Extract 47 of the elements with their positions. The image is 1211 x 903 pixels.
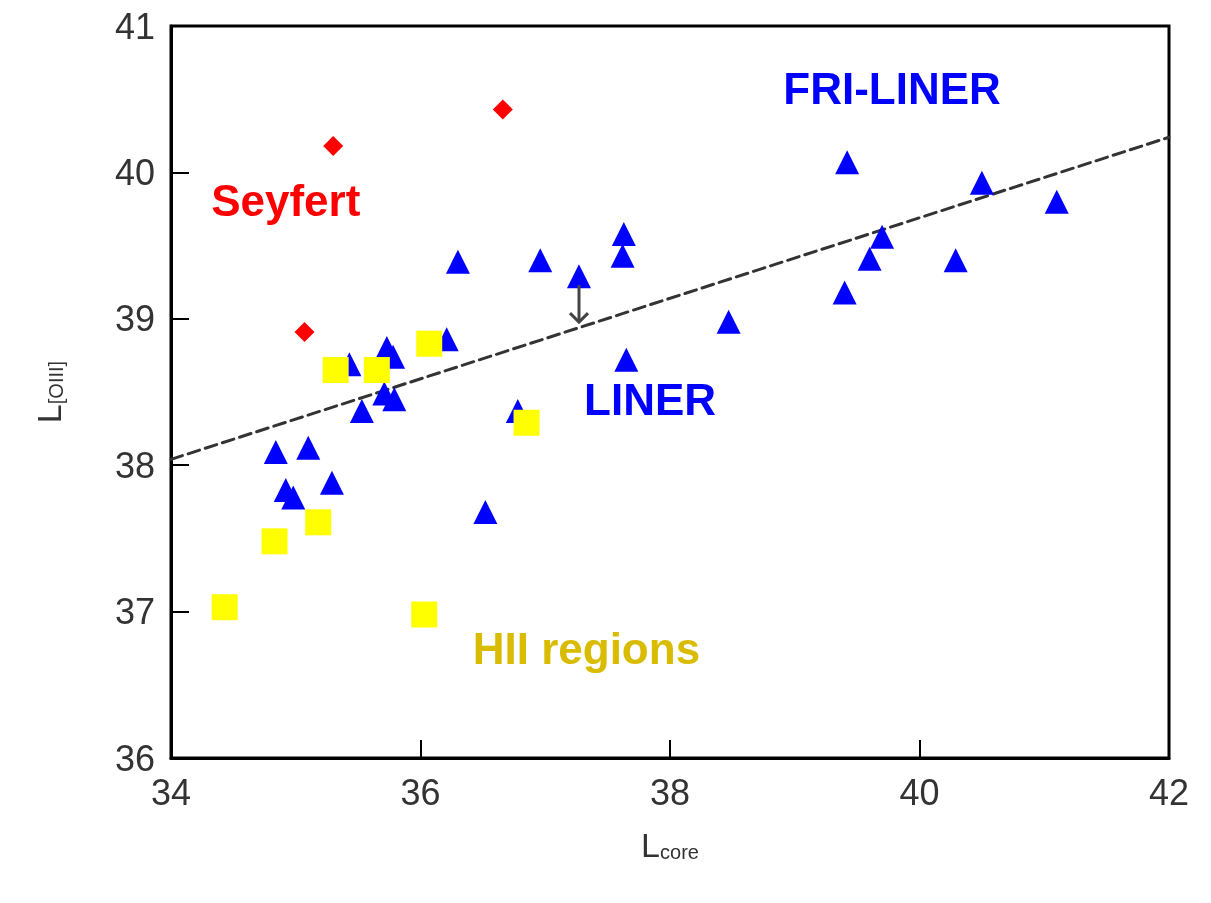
y-tick-label: 40 — [114, 151, 155, 193]
point — [296, 435, 321, 460]
point — [261, 528, 288, 555]
point — [614, 347, 639, 372]
x-tick-label: 40 — [899, 771, 940, 813]
point — [411, 601, 438, 628]
x-tick-label: 36 — [400, 771, 441, 813]
point — [349, 399, 374, 424]
y-axis-title: L[OIII] — [30, 360, 68, 424]
x-axis-title: Lcore — [641, 826, 699, 864]
point — [281, 485, 306, 510]
x-tick-label: 38 — [649, 771, 691, 813]
y-tick-label: 41 — [114, 5, 155, 47]
point — [382, 387, 407, 412]
point — [492, 99, 513, 120]
point — [305, 509, 332, 536]
point — [566, 264, 591, 289]
series-label: FRI-LINER — [783, 64, 1001, 114]
point — [445, 249, 470, 274]
series-label: Seyfert — [211, 175, 361, 225]
point — [716, 309, 741, 334]
point — [528, 248, 553, 273]
series-label: HII regions — [472, 623, 701, 673]
y-tick-label: 38 — [114, 444, 155, 486]
point — [1044, 189, 1069, 214]
point — [870, 224, 895, 249]
point — [323, 136, 344, 157]
point — [513, 409, 540, 436]
point — [319, 470, 344, 495]
point — [610, 243, 635, 268]
point — [969, 170, 994, 195]
point — [263, 440, 288, 465]
x-tick-label: 42 — [1148, 771, 1190, 813]
point — [835, 150, 860, 175]
point — [943, 248, 968, 273]
point — [211, 594, 238, 621]
point — [473, 500, 498, 525]
point — [832, 280, 857, 305]
point — [857, 246, 882, 271]
point — [363, 357, 390, 384]
series-label: LINER — [584, 374, 717, 424]
y-tick-label: 39 — [114, 298, 155, 340]
y-tick-label: 37 — [114, 591, 155, 633]
point — [416, 330, 443, 357]
point — [322, 357, 349, 384]
point — [294, 321, 315, 342]
point — [611, 221, 636, 246]
